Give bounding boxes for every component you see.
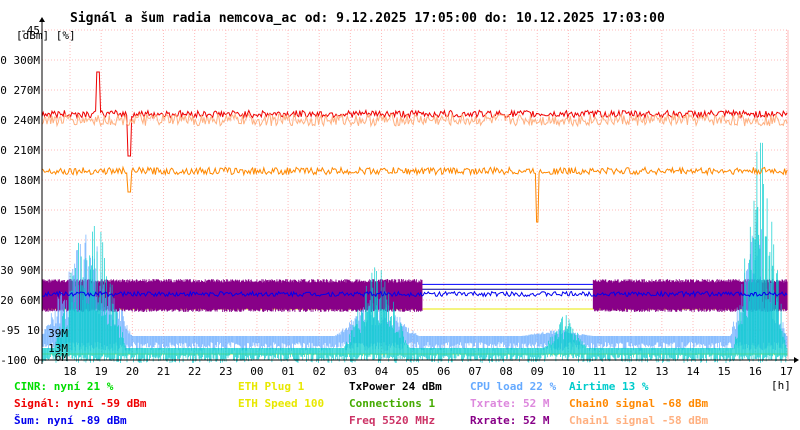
x-tick-label: 17	[780, 365, 793, 378]
x-tick-label: 14	[686, 365, 700, 378]
y-tick-label: -75 50 150M	[0, 204, 40, 217]
x-tick-label: 22	[188, 365, 201, 378]
x-tick-label: 16	[749, 365, 762, 378]
legend-item: Freq 5520 MHz	[349, 414, 435, 427]
chart-title: Signál a šum radia nemcova_ac od: 9.12.2…	[70, 11, 665, 26]
legend-item: Rxrate: 52 M	[470, 414, 550, 427]
y-tick-label: -65 70 210M	[0, 144, 40, 157]
x-tick-label: 02	[313, 365, 326, 378]
x-tick-label: 01	[281, 365, 294, 378]
y-axis-units: [dBm] [%]	[16, 29, 76, 42]
legend-item: Chain1 signal -58 dBm	[569, 414, 708, 427]
x-tick-label: 08	[499, 365, 512, 378]
y-tick-label: -95 10	[0, 324, 40, 337]
legend-item: Signál: nyní -59 dBm	[14, 397, 147, 410]
x-tick-label: 13	[655, 365, 668, 378]
y-tick-labels: -45 -50 100 300M -55 90 270M -60 80 240M -65…	[0, 24, 68, 367]
x-tick-label: 06	[437, 365, 450, 378]
legend-item: Connections 1	[349, 397, 435, 410]
x-tick-label: 20	[126, 365, 139, 378]
x-tick-label: 23	[219, 365, 232, 378]
legend-item: Šum: nyní -89 dBm	[14, 414, 127, 427]
series-šum	[41, 289, 788, 299]
x-tick-labels: 18 19 20 21 22 23 00 01 02 03 04 05 06 07 08 09 10 11 12 13…	[63, 365, 793, 378]
legend-item: Chain0 signal -68 dBm	[569, 397, 708, 410]
y-tick-label: -55 90 270M	[0, 84, 40, 97]
y-tick-label-colored: 6M	[55, 351, 69, 364]
y-tick-label: -60 80 240M	[0, 114, 40, 127]
x-tick-label: 05	[406, 365, 419, 378]
grid	[42, 29, 788, 361]
legend-item: ETH Speed 100	[238, 397, 324, 410]
y-tick-label: -70 60 180M	[0, 174, 40, 187]
x-tick-label: 10	[562, 365, 575, 378]
x-tick-label: 11	[593, 365, 606, 378]
series-layer	[41, 71, 789, 363]
y-tick-label-colored: 39M	[48, 327, 68, 340]
x-tick-label: 04	[375, 365, 389, 378]
series-signál	[41, 71, 788, 157]
y-tick-label: -90 20 60M	[0, 294, 40, 307]
x-tick-label: 15	[718, 365, 731, 378]
y-tick-label: -80 40 120M	[0, 234, 40, 247]
legend-item: ETH Plug 1	[238, 380, 305, 393]
y-tick-label-colored: 13M	[48, 342, 68, 355]
x-tick-label: 03	[344, 365, 357, 378]
x-tick-label: 18	[63, 365, 76, 378]
legend-item: CINR: nyní 21 %	[14, 380, 114, 393]
legend-item: TxPower 24 dBm	[349, 380, 442, 393]
axes	[38, 17, 799, 364]
series-chain1-signal	[41, 112, 788, 128]
y-tick-label: -100 0	[0, 354, 40, 367]
y-tick-label: -85 30 90M	[0, 264, 40, 277]
legend-item: Airtime 13 %	[569, 380, 649, 393]
y-axis-arrow	[39, 17, 45, 22]
legend: CINR: nyní 21 % Signál: nyní -59 dBm Šum: …	[14, 380, 708, 427]
y-tick-label: -45	[20, 24, 40, 37]
x-tick-label: 21	[157, 365, 170, 378]
x-tick-label: 09	[531, 365, 544, 378]
x-axis-unit: [h]	[771, 379, 791, 392]
x-tick-label: 19	[95, 365, 108, 378]
series-chain0-signal	[41, 165, 788, 223]
x-tick-label: 00	[250, 365, 263, 378]
legend-item: Txrate: 52 M	[470, 397, 550, 410]
y-tick-label: -50 100 300M	[0, 54, 40, 67]
x-tick-label: 07	[468, 365, 481, 378]
legend-item: CPU load 22 %	[470, 380, 556, 393]
x-axis-arrow	[794, 357, 799, 363]
x-tick-label: 12	[624, 365, 637, 378]
